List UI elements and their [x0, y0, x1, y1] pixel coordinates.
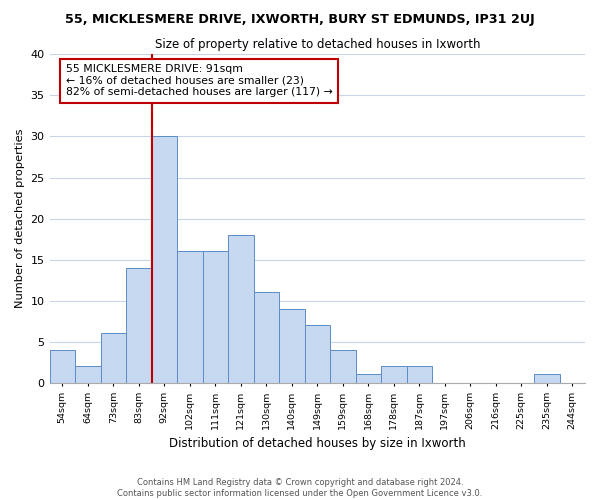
- Bar: [177, 252, 203, 382]
- Bar: [126, 268, 152, 382]
- Bar: [75, 366, 101, 382]
- Bar: [534, 374, 560, 382]
- Bar: [330, 350, 356, 382]
- Text: Contains HM Land Registry data © Crown copyright and database right 2024.
Contai: Contains HM Land Registry data © Crown c…: [118, 478, 482, 498]
- Text: 55, MICKLESMERE DRIVE, IXWORTH, BURY ST EDMUNDS, IP31 2UJ: 55, MICKLESMERE DRIVE, IXWORTH, BURY ST …: [65, 12, 535, 26]
- Bar: [381, 366, 407, 382]
- Title: Size of property relative to detached houses in Ixworth: Size of property relative to detached ho…: [155, 38, 480, 51]
- Bar: [50, 350, 75, 382]
- Bar: [407, 366, 432, 382]
- Bar: [101, 334, 126, 382]
- Bar: [305, 325, 330, 382]
- X-axis label: Distribution of detached houses by size in Ixworth: Distribution of detached houses by size …: [169, 437, 466, 450]
- Y-axis label: Number of detached properties: Number of detached properties: [15, 129, 25, 308]
- Text: 55 MICKLESMERE DRIVE: 91sqm
← 16% of detached houses are smaller (23)
82% of sem: 55 MICKLESMERE DRIVE: 91sqm ← 16% of det…: [65, 64, 332, 98]
- Bar: [228, 235, 254, 382]
- Bar: [203, 252, 228, 382]
- Bar: [279, 309, 305, 382]
- Bar: [254, 292, 279, 382]
- Bar: [152, 136, 177, 382]
- Bar: [356, 374, 381, 382]
